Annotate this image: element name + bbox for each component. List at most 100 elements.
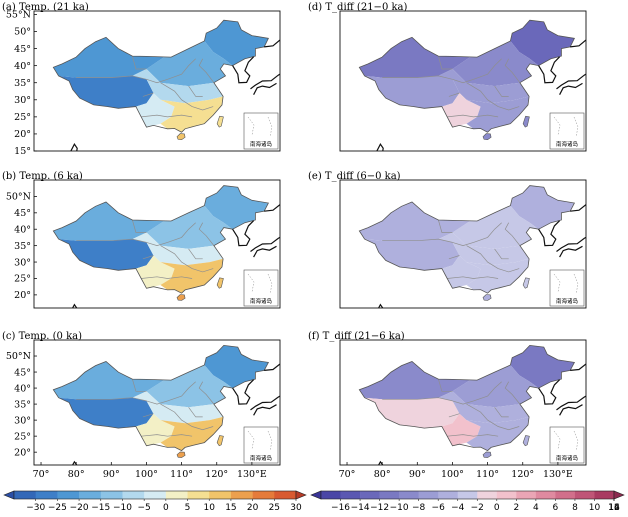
panel-e: 南海诸岛 (e) T_diff (6−0 ka) <box>308 171 587 309</box>
region-tibetan-plateau <box>364 397 460 429</box>
region-north-china <box>146 205 233 249</box>
colorbar-segment <box>340 491 361 499</box>
region-northwest <box>53 361 164 400</box>
colorbar-segment <box>457 491 478 499</box>
y-tick-label: 25° <box>14 274 31 285</box>
panel-title: (a) Temp. (21 ka) <box>2 2 89 13</box>
region-north-china <box>146 41 233 87</box>
colorbar-tick-label: −16 <box>331 503 350 513</box>
hainan-outline <box>482 133 492 141</box>
province-boundary <box>160 82 214 111</box>
region-central <box>438 69 530 104</box>
y-tick-label: 40° <box>14 224 31 235</box>
colorbar-segment <box>399 491 419 499</box>
colorbar-tick-label: 4 <box>533 503 539 513</box>
y-tick-label: 35° <box>14 399 31 410</box>
region-north-china <box>146 365 233 408</box>
colorbar-tick-label: 8 <box>572 503 578 513</box>
colorbar-segment <box>574 491 595 499</box>
region-north-china <box>452 205 539 249</box>
colorbar-segment <box>535 491 556 499</box>
province-boundary <box>142 413 154 418</box>
province-boundary <box>494 248 509 260</box>
colorbar-segment <box>165 491 188 499</box>
region-south <box>466 416 530 451</box>
region-south <box>160 96 224 133</box>
china-outline <box>358 19 575 133</box>
colorbar-segment <box>35 491 58 499</box>
region-southwest <box>441 93 481 128</box>
coastline <box>253 245 277 258</box>
region-tibetan-plateau <box>58 75 154 109</box>
panel-f: 南海诸岛 (f) T_diff (21−6 ka) 70° 80° 90° 100° 110… <box>308 331 587 480</box>
y-tick-label: 20° <box>14 447 31 458</box>
region-south <box>466 258 530 294</box>
province-boundary <box>447 434 499 437</box>
colorbar-tick-label: 0 <box>494 503 500 513</box>
y-tick-label: 25° <box>14 112 31 123</box>
province-boundary <box>466 245 520 273</box>
region-tibetan-plateau <box>364 239 460 271</box>
region-southwest <box>441 413 481 446</box>
coastline <box>556 236 586 252</box>
taiwan-outline <box>216 277 224 289</box>
province-boundary <box>448 255 460 260</box>
coastline <box>377 303 384 308</box>
province-boundary <box>494 407 509 418</box>
taiwan-outline <box>216 435 224 447</box>
x-tick-label: 90° <box>103 469 120 480</box>
coastline <box>70 143 78 151</box>
colorbar-tick-label: 14 <box>608 503 620 513</box>
province-boundary <box>188 248 203 260</box>
map-frame <box>339 10 587 152</box>
coastline <box>376 143 384 151</box>
panel-b: 南海诸岛 (b) Temp. (6 ka) 20° 25° 30° 35° 40° 45° 50… <box>2 171 281 309</box>
x-tick-label: 110° <box>476 469 499 480</box>
region-northwest <box>53 202 164 241</box>
panel-c: 南海诸岛 (c) Temp. (0 ka) 20° 25° 30° 35° 40° 45° 50… <box>2 331 281 480</box>
inset-label: 南海诸岛 <box>556 297 579 305</box>
panel-title: (e) T_diff (6−0 ka) <box>308 171 401 182</box>
province-boundary <box>438 56 453 70</box>
province-boundary <box>452 58 502 84</box>
colorbar-segment <box>100 491 123 499</box>
region-tibetan-plateau <box>58 239 154 271</box>
colorbar-segment <box>274 491 297 499</box>
y-tick-label: 20° <box>14 290 31 301</box>
region-northeast <box>510 20 575 66</box>
x-tick-label: 100° <box>441 469 464 480</box>
region-central <box>132 69 224 104</box>
inset-label: 南海诸岛 <box>556 454 579 462</box>
panel-title: (b) Temp. (6 ka) <box>2 171 83 182</box>
province-boundary <box>141 276 193 279</box>
map-frame <box>339 339 587 466</box>
china-outline <box>52 185 270 294</box>
y-tick-label: 40° <box>14 61 31 72</box>
panel-a: 南海诸岛 (a) Temp. (21 ka) 15° 20° 25° 30° 35° 40° 4… <box>2 2 281 157</box>
south-china-sea-inset: 南海诸岛 <box>243 426 279 464</box>
hainan-outline <box>176 294 186 301</box>
panel-d: 南海诸岛 (d) T_diff (21−0 ka) <box>308 2 587 152</box>
province-boundary <box>452 381 502 405</box>
province-boundary <box>382 397 453 402</box>
hainan-outline <box>482 294 492 301</box>
province-boundary <box>188 85 203 97</box>
province-boundary <box>160 245 214 273</box>
coastline <box>538 379 561 405</box>
province-boundary <box>382 75 453 80</box>
colorbar-segment <box>477 491 498 499</box>
region-south <box>160 416 224 451</box>
y-tick-label: 45° <box>14 44 31 55</box>
map-frame <box>33 179 281 309</box>
region-southwest <box>441 255 481 289</box>
x-tick-label: 130°E <box>237 469 267 480</box>
region-northeast <box>204 185 269 230</box>
region-northwest <box>53 37 164 78</box>
map-frame <box>33 10 281 152</box>
y-tick-label: 45° <box>14 208 31 219</box>
coastline <box>570 203 586 212</box>
south-china-sea-inset: 南海诸岛 <box>549 112 585 150</box>
province-boundary <box>76 238 147 243</box>
colorbar-tick-label: −10 <box>390 503 409 513</box>
